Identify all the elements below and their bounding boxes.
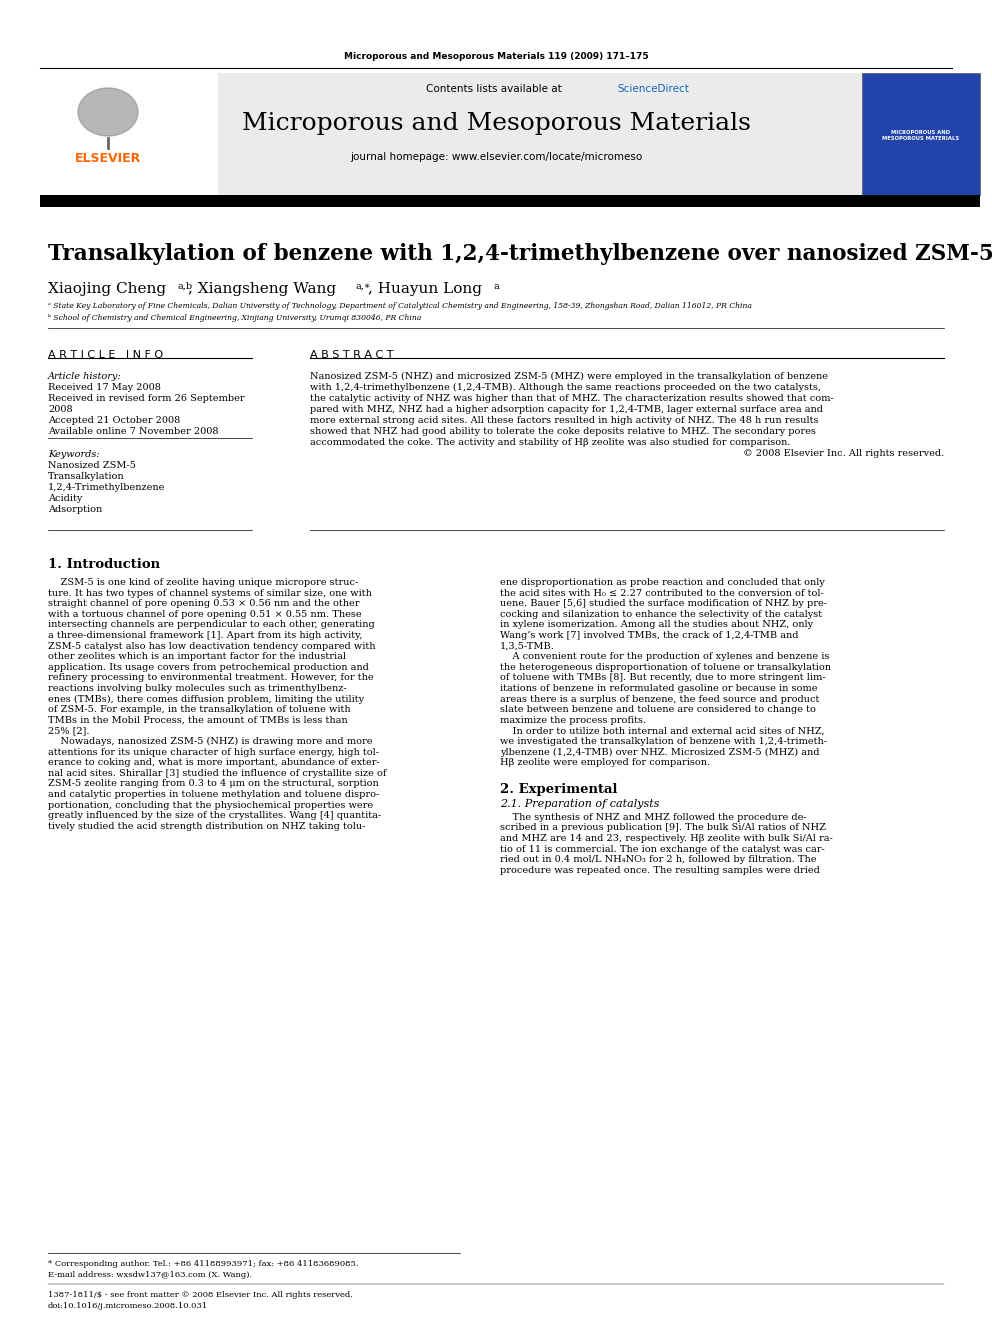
Text: Xiaojing Cheng: Xiaojing Cheng	[48, 282, 166, 296]
Text: journal homepage: www.elsevier.com/locate/micromeso: journal homepage: www.elsevier.com/locat…	[350, 152, 642, 161]
Text: ried out in 0.4 mol/L NH₄NO₃ for 2 h, followed by filtration. The: ried out in 0.4 mol/L NH₄NO₃ for 2 h, fo…	[500, 855, 816, 864]
Text: 1. Introduction: 1. Introduction	[48, 558, 160, 572]
Text: itations of benzene in reformulated gasoline or because in some: itations of benzene in reformulated gaso…	[500, 684, 817, 693]
Text: the heterogeneous disproportionation of toluene or transalkylation: the heterogeneous disproportionation of …	[500, 663, 831, 672]
Text: doi:10.1016/j.micromeso.2008.10.031: doi:10.1016/j.micromeso.2008.10.031	[48, 1302, 208, 1310]
Text: attentions for its unique character of high surface energy, high tol-: attentions for its unique character of h…	[48, 747, 379, 757]
Text: Adsorption: Adsorption	[48, 505, 102, 515]
Text: uene. Bauer [5,6] studied the surface modification of NHZ by pre-: uene. Bauer [5,6] studied the surface mo…	[500, 599, 827, 609]
Text: 25% [2].: 25% [2].	[48, 726, 89, 736]
Text: straight channel of pore opening 0.53 × 0.56 nm and the other: straight channel of pore opening 0.53 × …	[48, 599, 359, 609]
Text: intersecting channels are perpendicular to each other, generating: intersecting channels are perpendicular …	[48, 620, 375, 630]
Text: portionation, concluding that the physiochemical properties were: portionation, concluding that the physio…	[48, 800, 373, 810]
Text: nal acid sites. Shirallar [3] studied the influence of crystallite size of: nal acid sites. Shirallar [3] studied th…	[48, 769, 387, 778]
Text: a three-dimensional framework [1]. Apart from its high activity,: a three-dimensional framework [1]. Apart…	[48, 631, 362, 640]
Text: * Corresponding author. Tel.: +86 41188993971; fax: +86 41183689085.: * Corresponding author. Tel.: +86 411889…	[48, 1259, 358, 1267]
Text: ZSM-5 is one kind of zeolite having unique micropore struc-: ZSM-5 is one kind of zeolite having uniq…	[48, 578, 358, 587]
Text: MICROPOROUS AND
MESOPOROUS MATERIALS: MICROPOROUS AND MESOPOROUS MATERIALS	[883, 130, 959, 140]
Text: Nowadays, nanosized ZSM-5 (NHZ) is drawing more and more: Nowadays, nanosized ZSM-5 (NHZ) is drawi…	[48, 737, 373, 746]
Text: reactions involving bulky molecules such as trimenthylbenz-: reactions involving bulky molecules such…	[48, 684, 346, 693]
Text: A convenient route for the production of xylenes and benzene is: A convenient route for the production of…	[500, 652, 829, 662]
Text: Nanosized ZSM-5: Nanosized ZSM-5	[48, 460, 136, 470]
Text: erance to coking and, what is more important, abundance of exter-: erance to coking and, what is more impor…	[48, 758, 380, 767]
Text: of ZSM-5. For example, in the transalkylation of toluene with: of ZSM-5. For example, in the transalkyl…	[48, 705, 350, 714]
Text: tively studied the acid strength distribution on NHZ taking tolu-: tively studied the acid strength distrib…	[48, 822, 365, 831]
Text: Received in revised form 26 September: Received in revised form 26 September	[48, 394, 245, 404]
Text: ᵃ State Key Laboratory of Fine Chemicals, Dalian University of Technology, Depar: ᵃ State Key Laboratory of Fine Chemicals…	[48, 302, 752, 310]
Text: Transalkylation of benzene with 1,2,4-trimethylbenzene over nanosized ZSM-5: Transalkylation of benzene with 1,2,4-tr…	[48, 243, 992, 265]
Bar	[862, 73, 980, 194]
Text: 1387-1811/$ - see front matter © 2008 Elsevier Inc. All rights reserved.: 1387-1811/$ - see front matter © 2008 El…	[48, 1291, 353, 1299]
Text: a,∗: a,∗	[356, 282, 371, 291]
Text: the acid sites with H₀ ≤ 2.27 contributed to the conversion of tol-: the acid sites with H₀ ≤ 2.27 contribute…	[500, 589, 823, 598]
Text: TMBs in the Mobil Process, the amount of TMBs is less than: TMBs in the Mobil Process, the amount of…	[48, 716, 347, 725]
Text: 2.1. Preparation of catalysts: 2.1. Preparation of catalysts	[500, 799, 660, 808]
Bar	[40, 73, 880, 194]
Text: Keywords:: Keywords:	[48, 450, 99, 459]
Text: maximize the process profits.: maximize the process profits.	[500, 716, 646, 725]
Bar	[40, 194, 980, 206]
Text: tio of 11 is commercial. The ion exchange of the catalyst was car-: tio of 11 is commercial. The ion exchang…	[500, 844, 824, 853]
Text: 2. Experimental: 2. Experimental	[500, 783, 617, 796]
Text: scribed in a previous publication [9]. The bulk Si/Al ratios of NHZ: scribed in a previous publication [9]. T…	[500, 823, 826, 832]
Text: ZSM-5 catalyst also has low deactivation tendency compared with: ZSM-5 catalyst also has low deactivation…	[48, 642, 376, 651]
Text: slate between benzene and toluene are considered to change to: slate between benzene and toluene are co…	[500, 705, 815, 714]
Text: in xylene isomerization. Among all the studies about NHZ, only: in xylene isomerization. Among all the s…	[500, 620, 813, 630]
Ellipse shape	[78, 89, 138, 136]
Text: Hβ zeolite were employed for comparison.: Hβ zeolite were employed for comparison.	[500, 758, 710, 767]
Text: application. Its usage covers from petrochemical production and: application. Its usage covers from petro…	[48, 663, 369, 672]
Text: the catalytic activity of NHZ was higher than that of MHZ. The characterization : the catalytic activity of NHZ was higher…	[310, 394, 833, 404]
Text: ZSM-5 zeolite ranging from 0.3 to 4 μm on the structural, sorption: ZSM-5 zeolite ranging from 0.3 to 4 μm o…	[48, 779, 379, 789]
Text: ᵇ School of Chemistry and Chemical Engineering, Xinjiang University, Urumqi 8300: ᵇ School of Chemistry and Chemical Engin…	[48, 314, 422, 321]
Text: ScienceDirect: ScienceDirect	[617, 83, 688, 94]
Text: Received 17 May 2008: Received 17 May 2008	[48, 382, 161, 392]
Text: , Xiangsheng Wang: , Xiangsheng Wang	[188, 282, 336, 296]
Text: ELSEVIER: ELSEVIER	[74, 152, 141, 165]
Text: Accepted 21 October 2008: Accepted 21 October 2008	[48, 415, 181, 425]
Text: more external strong acid sites. All these factors resulted in high activity of : more external strong acid sites. All the…	[310, 415, 818, 425]
Text: Contents lists available at: Contents lists available at	[427, 83, 565, 94]
Text: © 2008 Elsevier Inc. All rights reserved.: © 2008 Elsevier Inc. All rights reserved…	[743, 448, 944, 458]
Text: greatly influenced by the size of the crystallites. Wang [4] quantita-: greatly influenced by the size of the cr…	[48, 811, 381, 820]
Text: The synthesis of NHZ and MHZ followed the procedure de-: The synthesis of NHZ and MHZ followed th…	[500, 812, 806, 822]
Text: In order to utilize both internal and external acid sites of NHZ,: In order to utilize both internal and ex…	[500, 726, 824, 736]
Text: A R T I C L E   I N F O: A R T I C L E I N F O	[48, 351, 163, 360]
Text: Acidity: Acidity	[48, 493, 82, 503]
Text: Microporous and Mesoporous Materials 119 (2009) 171–175: Microporous and Mesoporous Materials 119…	[343, 52, 649, 61]
Text: enes (TMBs), there comes diffusion problem, limiting the utility: enes (TMBs), there comes diffusion probl…	[48, 695, 364, 704]
Text: ene disproportionation as probe reaction and concluded that only: ene disproportionation as probe reaction…	[500, 578, 825, 587]
Text: refinery processing to environmental treatment. However, for the: refinery processing to environmental tre…	[48, 673, 374, 683]
Text: ylbenzene (1,2,4-TMB) over NHZ. Microsized ZSM-5 (MHZ) and: ylbenzene (1,2,4-TMB) over NHZ. Microsiz…	[500, 747, 819, 757]
Text: 1,2,4-Trimethylbenzene: 1,2,4-Trimethylbenzene	[48, 483, 166, 492]
Text: we investigated the transalkylation of benzene with 1,2,4-trimeth-: we investigated the transalkylation of b…	[500, 737, 827, 746]
Text: cocking and silanization to enhance the selectivity of the catalyst: cocking and silanization to enhance the …	[500, 610, 822, 619]
Text: accommodated the coke. The activity and stability of Hβ zeolite was also studied: accommodated the coke. The activity and …	[310, 438, 791, 447]
Text: other zeolites which is an important factor for the industrial: other zeolites which is an important fac…	[48, 652, 346, 662]
Text: showed that NHZ had good ability to tolerate the coke deposits relative to MHZ. : showed that NHZ had good ability to tole…	[310, 427, 815, 437]
Text: Microporous and Mesoporous Materials: Microporous and Mesoporous Materials	[242, 112, 750, 135]
Text: , Huayun Long: , Huayun Long	[368, 282, 482, 296]
Text: E-mail address: wxsdw137@163.com (X. Wang).: E-mail address: wxsdw137@163.com (X. Wan…	[48, 1271, 252, 1279]
Text: a: a	[494, 282, 500, 291]
Text: with a tortuous channel of pore opening 0.51 × 0.55 nm. These: with a tortuous channel of pore opening …	[48, 610, 362, 619]
Text: Transalkylation: Transalkylation	[48, 472, 125, 482]
Text: a,b: a,b	[178, 282, 193, 291]
Text: Article history:: Article history:	[48, 372, 122, 381]
Text: with 1,2,4-trimethylbenzene (1,2,4-TMB). Although the same reactions proceeded o: with 1,2,4-trimethylbenzene (1,2,4-TMB).…	[310, 382, 821, 392]
Text: Nanosized ZSM-5 (NHZ) and microsized ZSM-5 (MHZ) were employed in the transalkyl: Nanosized ZSM-5 (NHZ) and microsized ZSM…	[310, 372, 828, 381]
Text: procedure was repeated once. The resulting samples were dried: procedure was repeated once. The resulti…	[500, 865, 819, 875]
Bar	[40, 73, 218, 194]
Text: Available online 7 November 2008: Available online 7 November 2008	[48, 427, 218, 437]
Text: 1,3,5-TMB.: 1,3,5-TMB.	[500, 642, 555, 651]
Text: pared with MHZ, NHZ had a higher adsorption capacity for 1,2,4-TMB, lager extern: pared with MHZ, NHZ had a higher adsorpt…	[310, 405, 823, 414]
Text: Wang’s work [7] involved TMBs, the crack of 1,2,4-TMB and: Wang’s work [7] involved TMBs, the crack…	[500, 631, 799, 640]
Text: ture. It has two types of channel systems of similar size, one with: ture. It has two types of channel system…	[48, 589, 372, 598]
Text: of toluene with TMBs [8]. But recently, due to more stringent lim-: of toluene with TMBs [8]. But recently, …	[500, 673, 825, 683]
Text: and catalytic properties in toluene methylation and toluene dispro-: and catalytic properties in toluene meth…	[48, 790, 379, 799]
Text: areas there is a surplus of benzene, the feed source and product: areas there is a surplus of benzene, the…	[500, 695, 819, 704]
Text: and MHZ are 14 and 23, respectively. Hβ zeolite with bulk Si/Al ra-: and MHZ are 14 and 23, respectively. Hβ …	[500, 833, 832, 843]
Text: 2008: 2008	[48, 405, 72, 414]
Text: A B S T R A C T: A B S T R A C T	[310, 351, 394, 360]
